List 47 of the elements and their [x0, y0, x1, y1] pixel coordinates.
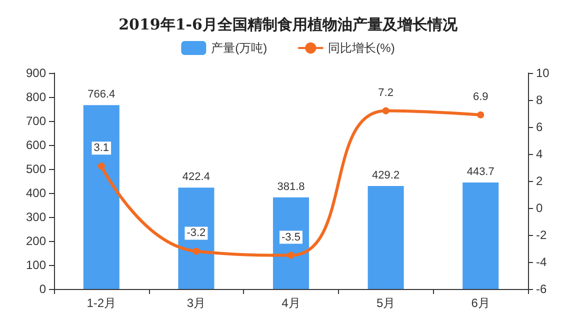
- data-label: -3.5: [282, 231, 300, 244]
- y-tick-label: 200: [26, 234, 46, 248]
- x-tick-label: 6月: [471, 296, 490, 310]
- y2-tick-label: -6: [536, 282, 547, 296]
- x-tick-label: 4月: [282, 296, 300, 310]
- point: [98, 162, 105, 170]
- y2-tick-label: -4: [536, 255, 547, 269]
- y-tick-label: 300: [26, 210, 46, 224]
- data-label: 6.9: [472, 90, 488, 103]
- y-tick-label: 900: [26, 66, 46, 80]
- y2-tick-label: 2: [536, 174, 543, 188]
- data-label: -3.2: [186, 227, 206, 240]
- bar: [462, 182, 499, 289]
- y2-tick-label: 6: [536, 120, 543, 134]
- data-label: 766.4: [88, 88, 116, 101]
- data-label: 7.2: [378, 86, 394, 99]
- data-label: 429.2: [372, 169, 400, 182]
- y-tick-label: 700: [26, 114, 46, 128]
- data-label: 381.8: [277, 180, 305, 193]
- x-tick-label: 1-2月: [86, 296, 116, 310]
- point: [477, 111, 484, 118]
- bar: [83, 105, 120, 289]
- legend-label: 同比增长(%): [328, 41, 395, 55]
- y2-tick-label: 8: [536, 93, 543, 107]
- data-label: 422.4: [182, 171, 210, 184]
- y-tick-label: 100: [26, 258, 46, 272]
- data-label: 443.7: [466, 166, 494, 178]
- y2-tick-label: 10: [536, 66, 550, 80]
- y2-tick-label: 4: [536, 147, 543, 161]
- bar: [368, 186, 404, 289]
- bar: [272, 197, 310, 289]
- y2-tick-label: -2: [536, 228, 547, 242]
- y2-tick-label: 0: [536, 201, 543, 215]
- point: [382, 107, 390, 114]
- y-tick-label: 400: [26, 186, 46, 200]
- point: [192, 248, 200, 255]
- x-tick-label: 3月: [186, 296, 206, 310]
- data-label: 3.1: [94, 142, 110, 154]
- y-tick-label: 800: [26, 90, 46, 104]
- x-tick-label: 5月: [376, 296, 396, 310]
- bar: [178, 188, 214, 289]
- y-tick-label: 0: [39, 282, 46, 296]
- y-tick-label: 600: [26, 138, 46, 152]
- y-tick-label: 500: [26, 162, 46, 176]
- point: [288, 252, 294, 259]
- legend-label: 产量(万吨): [211, 41, 268, 55]
- chart-title: 2019年1-6月全国精制食用植物油产量及增长情况: [118, 16, 458, 34]
